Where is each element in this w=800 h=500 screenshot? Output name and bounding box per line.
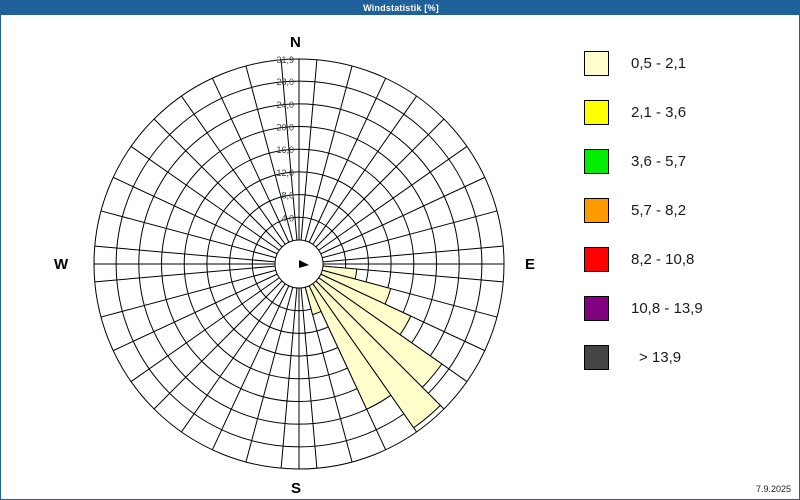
compass-label-west: W	[54, 256, 69, 273]
legend-label: 5,7 - 8,2	[631, 202, 687, 219]
legend-item[interactable]: 10,8 - 13,9	[584, 284, 789, 333]
radial-tick-label: 12,0	[276, 168, 294, 178]
date-stamp: 7.9.2025	[755, 484, 791, 494]
legend-item[interactable]: 3,6 - 5,7	[584, 137, 789, 186]
radial-tick-label: 20,0	[276, 123, 294, 133]
legend-label: 10,8 - 13,9	[631, 300, 703, 317]
wind-rose-chart: 4,0 8,0 12,0 16,0 20,0 24,0 28,0 31,9	[93, 55, 505, 470]
legend-item[interactable]: > 13,9	[584, 333, 789, 382]
calm-circle	[274, 239, 324, 289]
legend-swatch	[584, 296, 609, 321]
legend-label: 0,5 - 2,1	[631, 55, 687, 72]
radial-tick-label: 24,0	[276, 100, 294, 110]
legend-label: > 13,9	[639, 349, 682, 366]
window-title: Windstatistik [%]	[363, 3, 439, 13]
radial-tick-label: 31,9	[276, 55, 294, 65]
wind-rose-plot-area: 4,0 8,0 12,0 16,0 20,0 24,0 28,0 31,9 N E S W	[2, 16, 799, 499]
radial-tick-label: 28,0	[276, 77, 294, 87]
legend-swatch	[584, 345, 609, 370]
legend: 0,5 - 2,1 2,1 - 3,6 3,6 - 5,7 5,7 - 8,2 …	[584, 39, 789, 382]
radial-tick-label: 8,0	[281, 191, 294, 201]
legend-item[interactable]: 8,2 - 10,8	[584, 235, 789, 284]
legend-item[interactable]: 2,1 - 3,6	[584, 88, 789, 137]
legend-label: 3,6 - 5,7	[631, 153, 687, 170]
legend-item[interactable]: 0,5 - 2,1	[584, 39, 789, 88]
radial-tick-labels: 4,0 8,0 12,0 16,0 20,0 24,0 28,0 31,9	[276, 55, 294, 223]
window-title-bar: Windstatistik [%]	[1, 1, 800, 15]
legend-swatch	[584, 149, 609, 174]
legend-swatch	[584, 198, 609, 223]
legend-item[interactable]: 5,7 - 8,2	[584, 186, 789, 235]
compass-label-north: N	[290, 34, 301, 51]
legend-label: 2,1 - 3,6	[631, 104, 687, 121]
legend-swatch	[584, 247, 609, 272]
legend-label: 8,2 - 10,8	[631, 251, 695, 268]
compass-label-south: S	[291, 480, 302, 497]
petal-group	[298, 263, 443, 429]
radial-tick-label: 16,0	[276, 145, 294, 155]
legend-swatch	[584, 100, 609, 125]
compass-label-east: E	[525, 256, 536, 273]
radial-tick-label: 4,0	[281, 213, 294, 223]
legend-swatch	[584, 51, 609, 76]
